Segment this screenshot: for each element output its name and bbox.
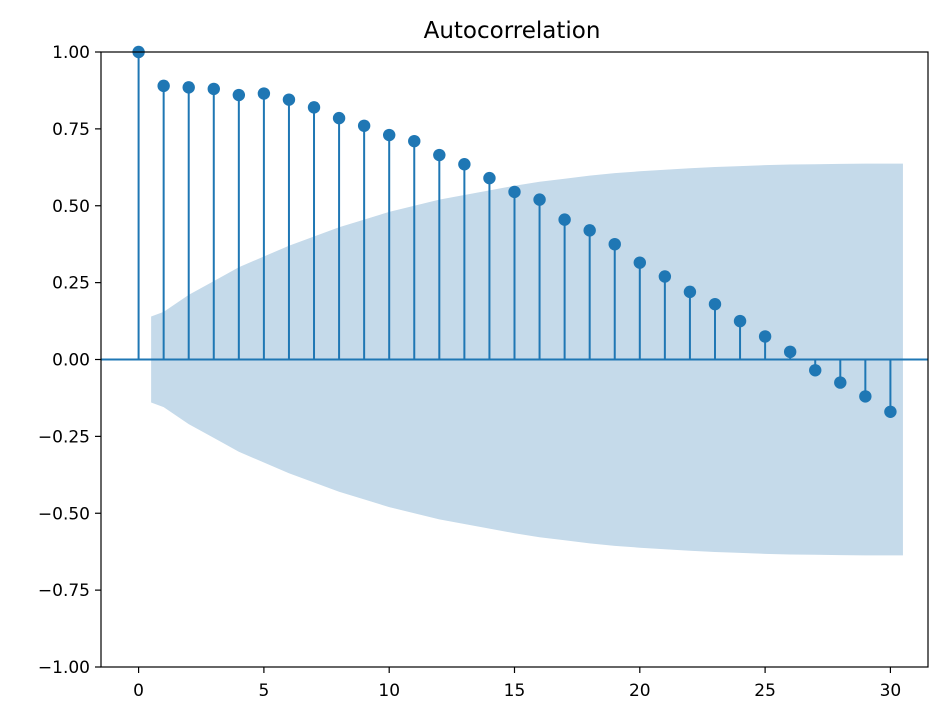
data-point [558, 213, 571, 226]
data-point [382, 128, 396, 142]
y-tick-label: 0.25 [52, 274, 90, 294]
x-axis-ticks: 0 5 10 15 20 25 30 [133, 667, 901, 701]
x-tick-label: 20 [629, 681, 651, 701]
data-point [708, 297, 722, 311]
y-tick-label: −0.25 [38, 427, 90, 447]
data-point [533, 193, 546, 206]
data-point [733, 314, 747, 328]
data-point [207, 82, 220, 96]
data-point [332, 111, 346, 125]
x-tick-label: 30 [880, 681, 902, 701]
chart-title: Autocorrelation [424, 18, 601, 44]
data-point [408, 134, 421, 148]
x-tick-label: 25 [754, 681, 776, 701]
data-point [483, 171, 496, 185]
x-tick-label: 15 [504, 681, 526, 701]
data-point [809, 364, 822, 377]
stem-layer [132, 45, 897, 418]
data-point [658, 270, 672, 283]
x-tick-label: 10 [378, 681, 400, 701]
data-point [232, 88, 246, 102]
data-point [157, 79, 170, 93]
data-point [583, 224, 596, 237]
y-tick-label: 0.50 [52, 197, 90, 217]
data-point [282, 93, 296, 106]
data-point [182, 81, 195, 94]
y-tick-label: −1.00 [38, 658, 90, 678]
data-point [508, 185, 521, 199]
data-point [458, 158, 471, 171]
y-tick-label: 0.75 [52, 120, 90, 140]
x-tick-label: 0 [133, 681, 144, 701]
data-point [357, 119, 371, 132]
data-point [608, 237, 621, 251]
data-point [884, 405, 897, 418]
data-point [257, 87, 271, 100]
data-point [433, 148, 446, 162]
y-tick-label: 1.00 [52, 43, 90, 63]
y-tick-label: 0.00 [52, 351, 90, 371]
data-point [633, 256, 647, 269]
data-point [683, 285, 697, 299]
y-tick-label: −0.75 [38, 581, 90, 601]
data-point [783, 345, 797, 359]
data-point [758, 330, 772, 343]
y-tick-label: −0.50 [38, 504, 90, 524]
data-point [307, 101, 321, 114]
y-axis-ticks: 1.00 0.75 0.50 0.25 0.00 −0.25 −0.50 −0.75 −1.00 [38, 43, 101, 678]
x-tick-label: 5 [258, 681, 269, 701]
data-point [834, 376, 847, 389]
data-point [859, 390, 872, 403]
